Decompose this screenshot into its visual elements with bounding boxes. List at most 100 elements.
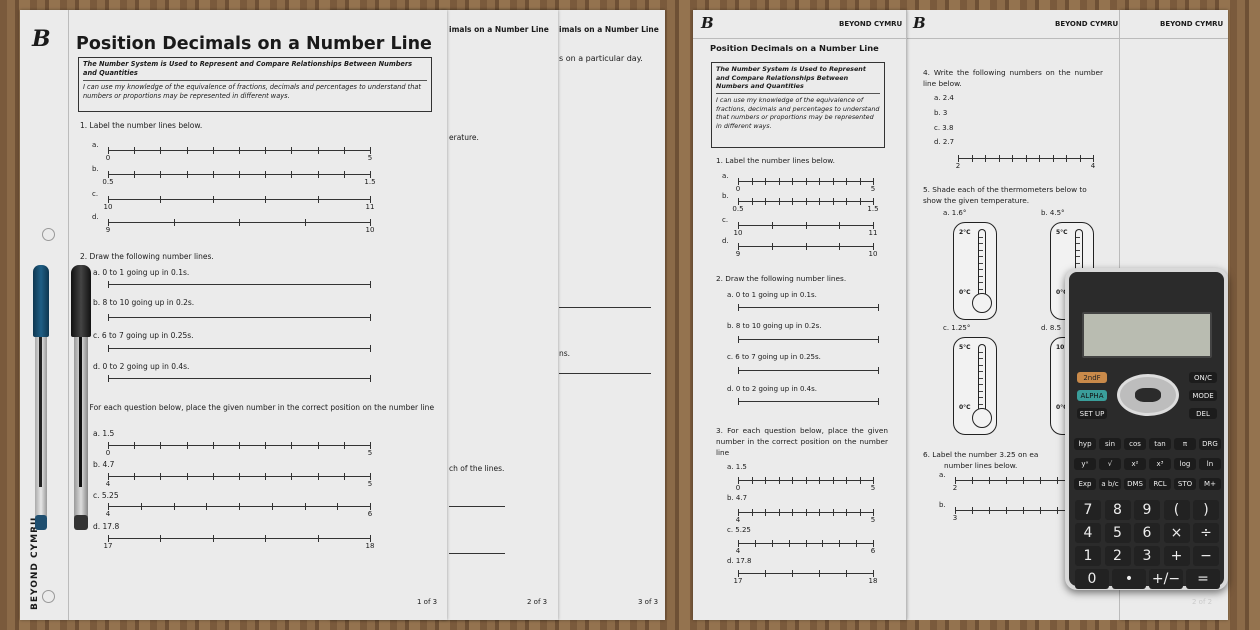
calculator-key[interactable]: 5: [1104, 523, 1131, 543]
tick-mark: [108, 503, 109, 510]
dpad-icon[interactable]: [1117, 374, 1179, 416]
tick-mark: [370, 219, 371, 226]
end-label: 1.5: [364, 178, 376, 186]
calculator-key[interactable]: log: [1174, 458, 1196, 470]
question-3: 3. For each question below, place the gi…: [716, 426, 888, 457]
calculator-key[interactable]: ALPHA: [1077, 390, 1107, 401]
tick-mark: [998, 155, 1000, 162]
q2-item: d. 0 to 2 going up in 0.4s.: [727, 385, 817, 393]
start-label: 0: [735, 484, 741, 492]
calculator-key[interactable]: 8: [1104, 500, 1131, 520]
tick-mark: [972, 507, 973, 514]
calculator-key[interactable]: +: [1163, 546, 1190, 566]
q3-item: c. 5.25: [93, 491, 119, 500]
calculator-key[interactable]: √: [1099, 458, 1121, 470]
calculator-key[interactable]: −: [1193, 546, 1219, 566]
calculator-key[interactable]: hyp: [1074, 438, 1096, 450]
calculator-key[interactable]: MODE: [1189, 390, 1217, 401]
scale-mark: [979, 377, 983, 379]
scale-mark: [979, 275, 983, 277]
item-letter: d.: [722, 237, 729, 245]
tick-mark: [878, 336, 879, 343]
tick-mark: [765, 178, 766, 185]
brand-header: BEYOND CYMRU: [839, 20, 903, 28]
thermometer-tube: [978, 344, 986, 412]
tick-mark: [370, 196, 371, 203]
calculator-key[interactable]: 4: [1075, 523, 1101, 543]
calculator-key[interactable]: 6: [1134, 523, 1160, 543]
calculator-key[interactable]: ×: [1163, 523, 1190, 543]
calculator-key[interactable]: ÷: [1193, 523, 1219, 543]
calculator-key[interactable]: DRG: [1199, 438, 1221, 450]
question-2: 2. Draw the following number lines.: [80, 252, 214, 261]
calculator-key[interactable]: 7: [1075, 500, 1101, 520]
calculator-key[interactable]: M+: [1199, 478, 1221, 490]
number-line: c. 10 11: [92, 190, 374, 211]
brand-header: BEYOND CYMRU: [1160, 20, 1224, 28]
calculator-key[interactable]: yˣ: [1074, 458, 1096, 470]
start-label: 0: [105, 449, 111, 457]
tick-mark: [186, 473, 188, 480]
calculator-key[interactable]: +/−: [1149, 569, 1183, 589]
calculator-key[interactable]: x²: [1124, 458, 1146, 470]
calculator-key[interactable]: a b/c: [1099, 478, 1121, 490]
tick-mark: [859, 509, 861, 516]
thermo-top-label: 10°: [1056, 344, 1068, 351]
calculator-key[interactable]: cos: [1124, 438, 1146, 450]
tick-mark: [1066, 155, 1067, 162]
scale-mark: [979, 384, 983, 385]
q3-item: a. 1.5: [727, 463, 747, 471]
calculator-key[interactable]: DMS: [1124, 478, 1146, 490]
calculator-key[interactable]: 0: [1075, 569, 1109, 589]
q4-item: c. 3.8: [934, 124, 954, 132]
calculator-key[interactable]: tan: [1149, 438, 1171, 450]
q3-item: b. 4.7: [93, 460, 115, 469]
tick-mark: [239, 219, 240, 226]
start-label: 4: [735, 516, 741, 524]
scale-mark: [979, 403, 983, 405]
tick-mark: [738, 198, 739, 205]
calculator-key[interactable]: x³: [1149, 458, 1171, 470]
end-label: 10: [868, 250, 878, 258]
calculator-key[interactable]: SET UP: [1077, 408, 1107, 419]
thermometer[interactable]: 5°C 0°C: [953, 337, 997, 435]
calculator-key[interactable]: ON/C: [1189, 372, 1217, 383]
calculator-key[interactable]: ln: [1199, 458, 1221, 470]
calculator-key[interactable]: π: [1174, 438, 1196, 450]
calculator-key[interactable]: 3: [1134, 546, 1160, 566]
number-line: d. 9 10: [722, 237, 877, 258]
calculator-key[interactable]: Exp: [1074, 478, 1096, 490]
calculator-key[interactable]: ): [1193, 500, 1219, 520]
tick-mark: [771, 243, 773, 250]
calculator-key[interactable]: STO: [1174, 478, 1196, 490]
thermometer[interactable]: 2°C 0°C: [953, 222, 997, 320]
tick-mark: [304, 219, 306, 226]
blank-number-line: [108, 314, 371, 321]
start-label: 4: [105, 480, 111, 488]
calculator-key[interactable]: (: [1163, 500, 1190, 520]
calculator-key[interactable]: RCL: [1149, 478, 1171, 490]
tick-mark: [160, 196, 162, 203]
tick-mark: [805, 178, 807, 185]
tick-mark: [792, 509, 793, 516]
calculator-key[interactable]: 1: [1075, 546, 1101, 566]
thermo-bottom-label: 0°C: [1056, 404, 1068, 411]
calculator-key[interactable]: •: [1112, 569, 1146, 589]
scientific-calculator: 2ndF ALPHA SET UP ON/C MODE DEL hyp sin cos tan π D…: [1065, 268, 1228, 590]
tick-mark: [856, 540, 858, 547]
q2-item: c. 6 to 7 going up in 0.25s.: [93, 331, 194, 340]
end-label: 5: [367, 449, 373, 457]
tick-mark: [370, 171, 371, 178]
calculator-key[interactable]: 9: [1134, 500, 1160, 520]
end-label: 5: [870, 185, 876, 193]
calculator-key[interactable]: =: [1186, 569, 1220, 589]
calculator-key[interactable]: DEL: [1189, 408, 1217, 419]
tick-mark: [108, 473, 109, 480]
calculator-key[interactable]: 2ndF: [1077, 372, 1107, 383]
calculator-key[interactable]: sin: [1099, 438, 1121, 450]
tick-mark: [140, 503, 142, 510]
tick-mark: [832, 178, 834, 185]
calculator-key[interactable]: 2: [1104, 546, 1131, 566]
worksheet-page-1: B BEYOND CYMRU Position Decimals on a Nu…: [20, 10, 447, 620]
